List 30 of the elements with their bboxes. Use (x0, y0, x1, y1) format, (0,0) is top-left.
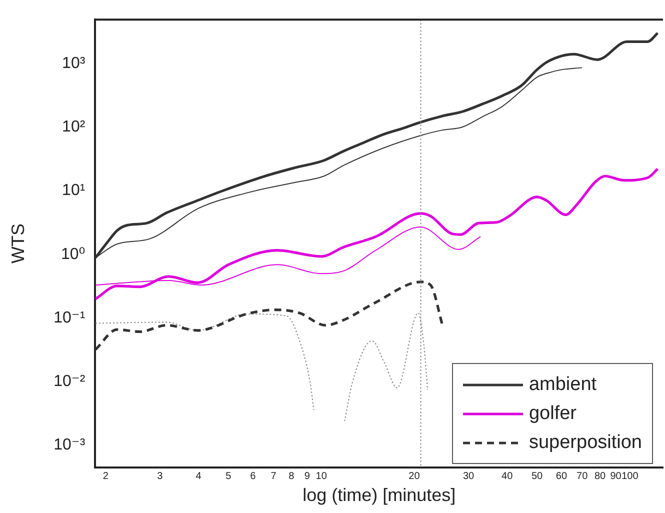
y-tick-label: 10¹ (62, 182, 86, 200)
x-tick-label: 2 (102, 471, 109, 482)
x-tick-label: 10 (316, 471, 328, 482)
x-tick-label: 100 (622, 471, 639, 482)
legend-label: superposition (528, 432, 642, 454)
x-tick-label: 90 (610, 471, 622, 482)
y-tick-label: 10⁻¹ (54, 309, 86, 326)
x-tick-label: 4 (196, 471, 202, 482)
x-tick-label: 6 (250, 471, 256, 482)
y-tick-label: 10² (62, 118, 86, 136)
y-tick-label: 10⁻³ (54, 436, 86, 454)
legend-label: ambient (528, 374, 597, 396)
y-tick-label: 10⁻² (54, 373, 86, 390)
y-tick-label: 10⁰ (60, 246, 86, 263)
x-tick-label: 60 (556, 471, 568, 482)
x-tick-label: 40 (502, 471, 514, 482)
x-tick-label: 9 (304, 471, 310, 482)
y-tick-label: 10³ (62, 54, 86, 72)
x-tick-label: 80 (594, 471, 606, 482)
x-tick-label: 8 (288, 471, 295, 482)
x-tick-label: 30 (462, 471, 475, 482)
x-tick-label: 20 (408, 471, 420, 482)
legend-label: golfer (528, 402, 576, 425)
x-tick-label: 5 (226, 471, 232, 482)
x-tick-label: 7 (270, 471, 277, 482)
x-tick-label: 70 (576, 471, 588, 482)
x-axis-title: log (time) [minutes] (302, 485, 456, 506)
y-axis-title: WTS (8, 224, 28, 264)
x-tick-label: 50 (531, 471, 544, 482)
x-tick-label: 3 (157, 471, 164, 482)
